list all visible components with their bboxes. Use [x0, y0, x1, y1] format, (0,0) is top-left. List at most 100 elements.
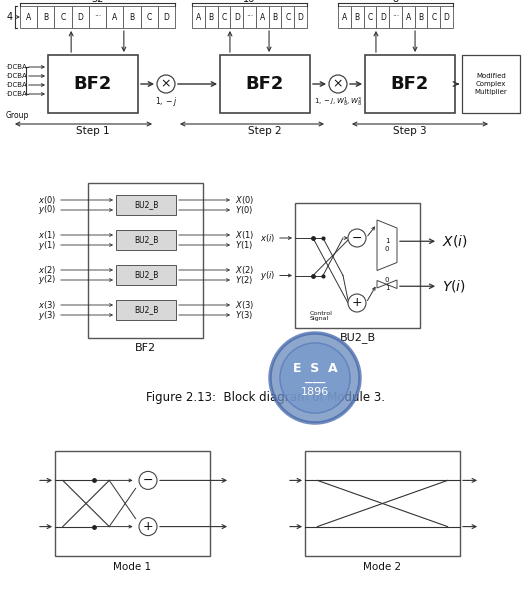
Bar [217, 6, 231, 28]
Text: +: + [352, 297, 363, 310]
Bar [256, 6, 269, 28]
Text: D: D [163, 12, 169, 21]
Text: Complex: Complex [476, 81, 506, 87]
Text: $y(0)$: $y(0)$ [38, 203, 56, 216]
Text: 0: 0 [385, 246, 389, 252]
Text: ···: ··· [246, 12, 253, 21]
Circle shape [348, 229, 366, 247]
Text: $Y(3)$: $Y(3)$ [235, 309, 253, 321]
Text: 0: 0 [385, 277, 389, 283]
Text: 1896: 1896 [301, 387, 329, 397]
Text: 32: 32 [91, 0, 104, 4]
Text: A: A [196, 12, 201, 21]
Text: B: B [129, 12, 135, 21]
Text: Step 2: Step 2 [248, 126, 282, 136]
Text: $y(1)$: $y(1)$ [38, 239, 56, 252]
Text: C: C [146, 12, 152, 21]
Text: $Y(2)$: $Y(2)$ [235, 274, 253, 286]
Text: $Y(0)$: $Y(0)$ [235, 204, 253, 216]
Text: $Y(1)$: $Y(1)$ [235, 239, 253, 251]
Text: BF2: BF2 [74, 75, 112, 93]
Text: Mode 2: Mode 2 [364, 562, 402, 572]
Circle shape [280, 343, 350, 413]
Text: ×: × [333, 77, 343, 90]
Text: 8: 8 [392, 0, 399, 4]
Text: ···: ··· [392, 12, 399, 21]
Text: +: + [143, 520, 153, 533]
Text: C: C [285, 12, 290, 21]
Text: ×: × [161, 77, 171, 90]
Text: $y(2)$: $y(2)$ [38, 274, 56, 287]
Bar [295, 203, 420, 328]
Text: $x(i)$: $x(i)$ [260, 232, 275, 244]
Bar [205, 6, 217, 28]
Text: A: A [112, 12, 117, 21]
Bar [281, 6, 294, 28]
Bar [220, 55, 310, 113]
Polygon shape [377, 220, 397, 271]
Bar [338, 6, 351, 28]
Bar [48, 55, 138, 113]
Text: $x(3)$: $x(3)$ [38, 299, 56, 311]
Text: ━━━━━: ━━━━━ [304, 380, 325, 386]
Text: 1: 1 [385, 285, 389, 291]
Text: $X(i)$: $X(i)$ [442, 233, 467, 249]
Bar [116, 195, 176, 215]
Bar [123, 6, 140, 28]
Text: D: D [380, 12, 386, 21]
Text: ·DCBA: ·DCBA [5, 82, 26, 88]
Text: Control
Signal: Control Signal [310, 311, 333, 322]
Text: BU2_B: BU2_B [134, 271, 158, 280]
Bar [440, 6, 453, 28]
Text: 4: 4 [7, 12, 13, 22]
Text: D: D [298, 12, 304, 21]
Text: $X(2)$: $X(2)$ [235, 264, 254, 276]
Text: D: D [77, 12, 83, 21]
Text: A: A [405, 12, 411, 21]
Bar [192, 6, 205, 28]
Text: C: C [367, 12, 373, 21]
Bar [20, 6, 37, 28]
Text: −: − [352, 232, 362, 245]
Text: Figure 2.13:  Block diagram of Module 3.: Figure 2.13: Block diagram of Module 3. [146, 391, 384, 404]
Text: BU2_B: BU2_B [339, 333, 376, 343]
Bar [414, 6, 427, 28]
Text: BF2: BF2 [135, 343, 156, 353]
Text: Group: Group [6, 111, 29, 119]
Text: $1,-j,W_8^1,W_8^3$: $1,-j,W_8^1,W_8^3$ [314, 95, 363, 109]
Text: BU2_B: BU2_B [134, 200, 158, 209]
Circle shape [139, 518, 157, 535]
Text: $y(3)$: $y(3)$ [38, 309, 56, 322]
Text: ·DCBA: ·DCBA [5, 64, 26, 70]
Circle shape [270, 333, 360, 423]
Text: C: C [431, 12, 437, 21]
Text: B: B [43, 12, 48, 21]
Bar [305, 451, 460, 556]
Text: $X(1)$: $X(1)$ [235, 229, 254, 241]
Text: ···: ··· [94, 12, 101, 21]
Bar [364, 6, 376, 28]
Bar [116, 230, 176, 250]
Text: A: A [26, 12, 31, 21]
Bar [72, 6, 89, 28]
Bar [116, 265, 176, 285]
Text: BF2: BF2 [391, 75, 429, 93]
Bar [55, 6, 72, 28]
Bar [55, 451, 210, 556]
Text: B: B [209, 12, 214, 21]
Bar [243, 6, 256, 28]
Text: 16: 16 [243, 0, 255, 4]
Bar [231, 6, 243, 28]
Circle shape [348, 294, 366, 312]
Text: $Y(i)$: $Y(i)$ [442, 278, 466, 294]
Text: B: B [419, 12, 423, 21]
Text: −: − [143, 474, 153, 487]
Circle shape [329, 75, 347, 93]
Text: $1,-j$: $1,-j$ [155, 96, 177, 109]
Text: BF2: BF2 [246, 75, 284, 93]
Text: $x(1)$: $x(1)$ [38, 229, 56, 241]
Bar [140, 6, 158, 28]
Bar [158, 6, 175, 28]
Text: Modified: Modified [476, 73, 506, 79]
Text: Step 1: Step 1 [76, 126, 110, 136]
